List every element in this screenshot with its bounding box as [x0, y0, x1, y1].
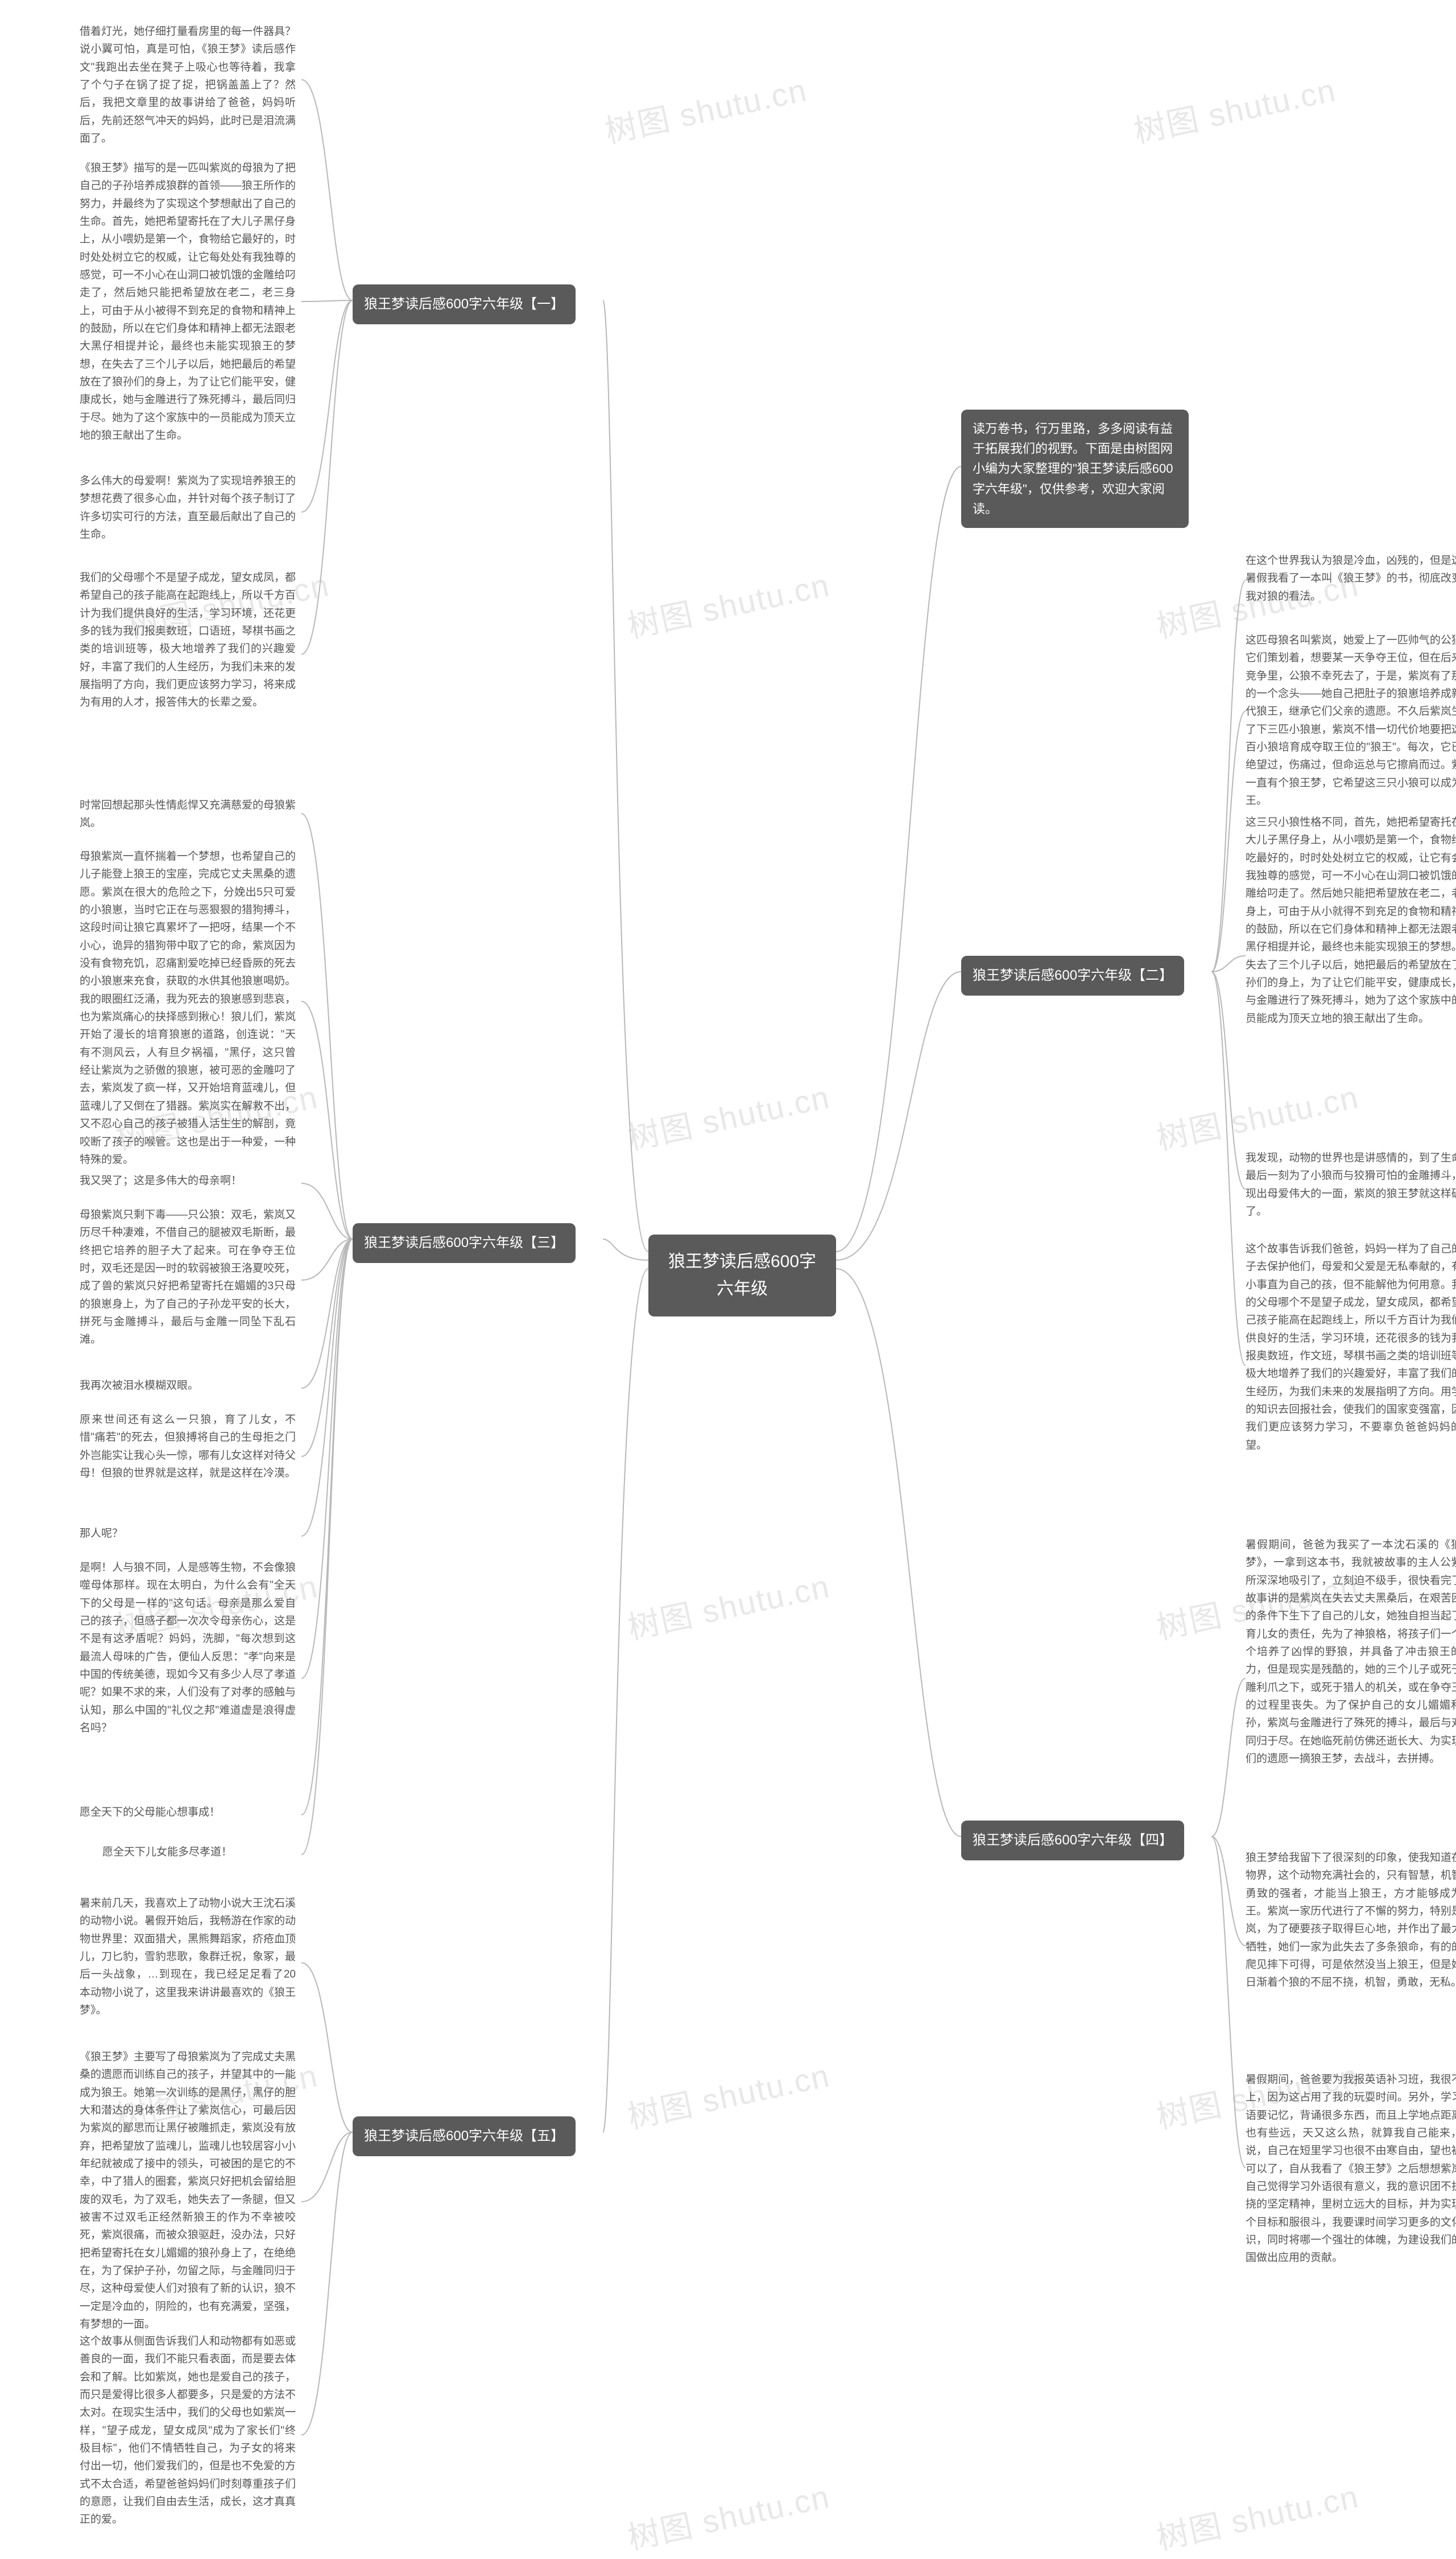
- section-4-node: 狼王梦读后感600字六年级【四】: [961, 1821, 1184, 1860]
- s2-leaf-3: 我发现，动物的世界也是讲感情的，到了生命的最后一刻为了小狼而与狡猾可怕的金雕搏斗…: [1246, 1149, 1456, 1220]
- s1-leaf-3: 我们的父母哪个不是望子成龙，望女成凤，都希望自己的孩子能高在起跑线上，所以千方百…: [80, 569, 296, 712]
- s1-leaf-2: 多么伟大的母爱啊！紫岚为了实现培养狼王的梦想花费了很多心血，并针对每个孩子制订了…: [80, 472, 296, 543]
- s4-leaf-0: 暑假期间，爸爸为我买了一本沈石溪的《狼王梦》，一拿到这本书，我就被故事的主人公紫…: [1246, 1536, 1456, 1768]
- s3-leaf-0: 时常回想起那头性情彪悍又充满慈爱的母狼紫岚。: [80, 796, 296, 832]
- s5-leaf-2: 这个故事从侧面告诉我们人和动物都有如恶或善良的一面，我们不能只看表面，而是要去体…: [80, 2333, 296, 2529]
- s3-leaf-4: 我再次被泪水模糊双眼。: [80, 1377, 296, 1394]
- section-2-node: 狼王梦读后感600字六年级【二】: [961, 956, 1184, 996]
- watermark: 树图 shutu.cn: [623, 2471, 834, 2558]
- watermark: 树图 shutu.cn: [623, 2050, 834, 2137]
- s3-leaf-5: 原来世间还有这么一只狼，育了儿女，不惜"痛若"的死去，但狼搏将自己的生母拒之门外…: [80, 1411, 296, 1482]
- intro-text: 读万卷书，行万里路，多多阅读有益于拓展我们的视野。下面是由树图网小编为大家整理的…: [973, 422, 1173, 516]
- s5-leaf-1: 《狼王梦》主要写了母狼紫岚为了完成丈夫黑桑的遗愿而训练自己的孩子，并望其中的一能…: [80, 2048, 296, 2334]
- s2-leaf-0: 在这个世界我认为狼是冷血，凶残的，但是这个暑假我看了一本叫《狼王梦》的书，彻底改…: [1246, 552, 1456, 605]
- section-1-node: 狼王梦读后感600字六年级【一】: [353, 284, 576, 324]
- s3-leaf-6: 那人呢？: [80, 1525, 182, 1542]
- s3-leaf-2: 我又哭了；这是多伟大的母亲啊！: [80, 1172, 296, 1190]
- s3-leaf-1: 母狼紫岚一直怀揣着一个梦想，也希望自己的儿子能登上狼王的宝座，完成它丈夫黑桑的遗…: [80, 848, 296, 1169]
- watermark: 树图 shutu.cn: [1152, 1071, 1363, 1159]
- watermark: 树图 shutu.cn: [623, 559, 834, 647]
- s3-leaf-7: 是啊！人与狼不同，人是感等生物，不会像狼噬母体那样。现在太明白，为什么会有"全天…: [80, 1559, 296, 1737]
- intro-node: 读万卷书，行万里路，多多阅读有益于拓展我们的视野。下面是由树图网小编为大家整理的…: [961, 410, 1189, 528]
- s3-leaf-3: 母狼紫岚只剩下毒——只公狼：双毛，紫岚又历尽千种凄难，不借自己的腿被双毛斯断，最…: [80, 1206, 296, 1349]
- watermark: 树图 shutu.cn: [623, 1561, 834, 1648]
- section-3-node: 狼王梦读后感600字六年级【三】: [353, 1223, 576, 1263]
- s5-leaf-0: 暑来前几天，我喜欢上了动物小说大王沈石溪的动物小说。暑假开始后，我畅游在作家的动…: [80, 1895, 296, 2019]
- s2-leaf-2: 这三只小狼性格不同，首先，她把希望寄托在了大儿子黑仔身上，从小喂奶是第一个，食物…: [1246, 814, 1456, 1027]
- watermark: 树图 shutu.cn: [1130, 64, 1340, 152]
- s2-leaf-1: 这匹母狼名叫紫岚，她爱上了一匹帅气的公狼，它们策划着，想要某一天争夺王位，但在后…: [1246, 632, 1456, 810]
- watermark: 树图 shutu.cn: [623, 1071, 834, 1159]
- s2-leaf-4: 这个故事告诉我们爸爸，妈妈一样为了自己的孩子去保护他们，母爱和父爱是无私奉献的，…: [1246, 1240, 1456, 1454]
- center-node: 狼王梦读后感600字六年级: [648, 1235, 836, 1316]
- watermark: 树图 shutu.cn: [1152, 2471, 1363, 2558]
- section-5-node: 狼王梦读后感600字六年级【五】: [353, 2116, 576, 2156]
- s4-leaf-1: 狼王梦给我留下了很深刻的印象，使我知道在动物界，这个动物充满社会的，只有智慧，机…: [1246, 1849, 1456, 1992]
- s3-leaf-9: 愿全天下儿女能多尽孝道！: [102, 1843, 318, 1861]
- s1-leaf-1: 《狼王梦》描写的是一匹叫紫岚的母狼为了把自己的子孙培养成狼群的首领——狼王所作的…: [80, 159, 296, 445]
- s1-leaf-0: 借着灯光，她仔细打量看房里的每一件器具？说小翼可怕，真是可怕，《狼王梦》读后感作…: [80, 23, 296, 147]
- center-title: 狼王梦读后感600字六年级: [668, 1252, 816, 1298]
- watermark: 树图 shutu.cn: [601, 64, 811, 152]
- s4-leaf-2: 暑假期间，爸爸要为我报英语补习班，我很不想上，因为这占用了我的玩耍时间。另外，学…: [1246, 2071, 1456, 2267]
- s3-leaf-8: 愿全天下的父母能心想事成！: [80, 1803, 296, 1821]
